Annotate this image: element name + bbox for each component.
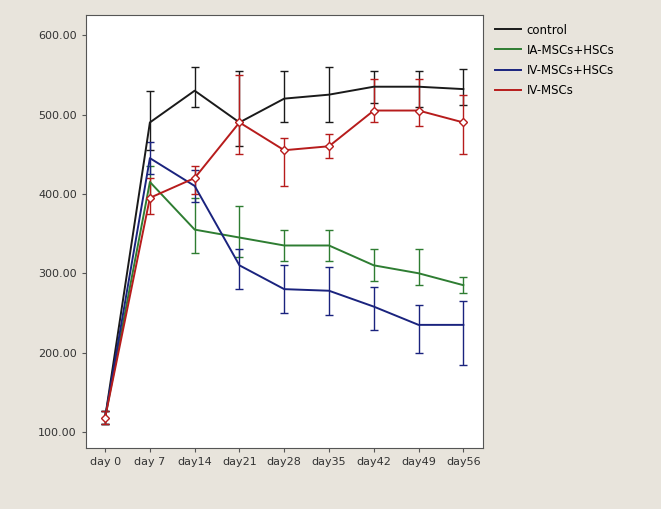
Legend: control, IA-MSCs+HSCs, IV-MSCs+HSCs, IV-MSCs: control, IA-MSCs+HSCs, IV-MSCs+HSCs, IV-… (492, 21, 617, 99)
